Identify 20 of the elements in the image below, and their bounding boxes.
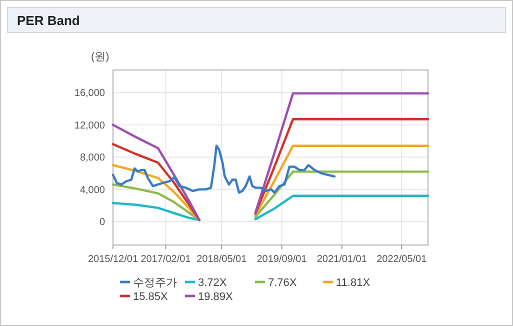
- legend-label: 3.72X: [198, 277, 228, 289]
- y-tick-label: 0: [99, 217, 106, 228]
- legend-label: 7.76X: [268, 277, 298, 289]
- y-tick-label: 16,000: [74, 88, 106, 100]
- x-tick-label: 2022/05/01: [376, 254, 428, 265]
- x-tick-label: 2019/09/01: [256, 254, 308, 265]
- y-tick-label: 8,000: [80, 152, 106, 164]
- y-axis-title: (원): [91, 51, 110, 63]
- legend-label: 11.81X: [336, 277, 371, 289]
- x-tick-label: 2015/12/01: [88, 254, 138, 265]
- legend-label: 수정주가: [133, 277, 177, 289]
- title: PER Band: [17, 13, 80, 28]
- x-tick-label: 2021/01/01: [316, 254, 368, 265]
- legend-label: 19.89X: [198, 291, 234, 303]
- legend-label: 15.85X: [133, 291, 169, 303]
- x-tick-label: 2018/05/01: [196, 254, 248, 265]
- y-tick-label: 12,000: [74, 120, 106, 132]
- x-tick-label: 2017/02/01: [140, 254, 192, 265]
- line-series: [112, 144, 336, 194]
- y-tick-label: 4,000: [80, 184, 106, 196]
